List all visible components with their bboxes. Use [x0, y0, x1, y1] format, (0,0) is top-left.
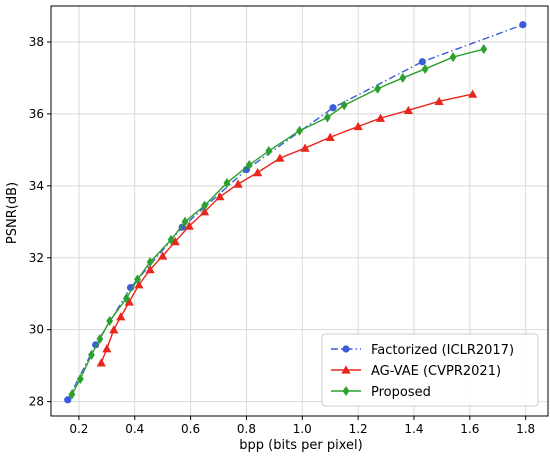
y-tick-label: 34 — [29, 179, 44, 193]
data-point — [434, 96, 444, 105]
x-tick-label: 0.8 — [237, 422, 256, 436]
data-point — [403, 105, 413, 114]
data-point — [88, 349, 95, 360]
data-point — [201, 200, 208, 211]
y-tick-label: 30 — [29, 323, 44, 337]
y-ticks-group: 28 30 32 34 36 38 — [29, 35, 51, 409]
data-point — [215, 192, 225, 201]
data-point — [375, 113, 386, 122]
data-point — [519, 21, 527, 29]
data-point — [329, 104, 337, 112]
data-point — [134, 280, 144, 289]
y-axis-label: PSNR(dB) — [5, 182, 20, 244]
legend-marker — [342, 345, 350, 353]
data-point — [265, 145, 273, 156]
x-tick-label: 0.6 — [181, 422, 200, 436]
data-point — [96, 334, 104, 345]
data-point — [68, 389, 76, 400]
data-point — [421, 63, 429, 74]
legend: Factorized (ICLR2017) AG-VAE (CVPR2021) Pr… — [321, 333, 539, 407]
legend-box — [321, 333, 539, 407]
data-point — [96, 358, 106, 367]
data-point — [122, 293, 130, 304]
data-point — [324, 112, 331, 123]
data-point — [480, 44, 488, 55]
data-point — [353, 121, 363, 131]
data-point — [102, 344, 112, 353]
data-point — [158, 251, 168, 260]
series-group — [64, 21, 527, 404]
data-point — [468, 89, 478, 98]
data-point — [199, 207, 210, 216]
x-tick-label: 1.2 — [349, 422, 368, 436]
legend-label: AG-VAE (CVPR2021) — [371, 364, 501, 379]
legend-label: Factorized (ICLR2017) — [371, 343, 514, 358]
data-point — [418, 58, 426, 66]
data-point — [253, 167, 263, 177]
grid-group — [51, 6, 548, 416]
data-point — [178, 223, 186, 231]
y-tick-label: 36 — [29, 107, 44, 121]
data-point — [146, 257, 154, 268]
series-line — [71, 48, 484, 395]
data-point — [300, 143, 310, 152]
data-point — [296, 125, 303, 136]
x-axis-label: bpp (bits per pixel) — [239, 438, 362, 453]
data-point — [449, 52, 457, 63]
legend-label: Proposed — [371, 385, 431, 400]
data-point — [374, 83, 382, 94]
data-point — [116, 312, 126, 321]
x-tick-label: 1.8 — [516, 422, 535, 436]
data-point — [233, 179, 243, 188]
series-line — [100, 93, 473, 364]
data-point — [134, 274, 141, 285]
legend-marker — [342, 386, 350, 396]
data-point — [325, 132, 335, 141]
data-point — [181, 216, 189, 227]
data-point — [124, 297, 134, 306]
data-point — [184, 221, 194, 230]
y-tick-label: 32 — [29, 251, 44, 265]
data-point — [340, 100, 348, 111]
x-ticks-group: 0.2 0.4 0.6 0.8 1.0 1.2 1.4 1.6 1.8 — [69, 416, 535, 436]
data-point — [145, 265, 155, 274]
data-point — [109, 325, 119, 334]
data-point — [399, 72, 407, 83]
x-tick-label: 0.2 — [69, 422, 88, 436]
data-point — [223, 177, 231, 188]
series-2 — [68, 44, 488, 400]
data-point — [275, 153, 285, 162]
data-point — [64, 396, 72, 404]
x-tick-label: 1.4 — [404, 422, 423, 436]
y-tick-label: 38 — [29, 35, 44, 49]
data-point — [167, 234, 175, 245]
y-tick-label: 28 — [29, 395, 44, 409]
x-tick-label: 1.0 — [293, 422, 312, 436]
series-1 — [96, 89, 478, 367]
x-tick-label: 0.4 — [125, 422, 144, 436]
data-point — [170, 236, 180, 246]
data-point — [106, 316, 114, 327]
data-point — [76, 373, 84, 384]
plot-frame — [50, 5, 549, 417]
data-point — [245, 159, 253, 170]
x-tick-label: 1.6 — [460, 422, 479, 436]
legend-marker — [341, 365, 351, 374]
